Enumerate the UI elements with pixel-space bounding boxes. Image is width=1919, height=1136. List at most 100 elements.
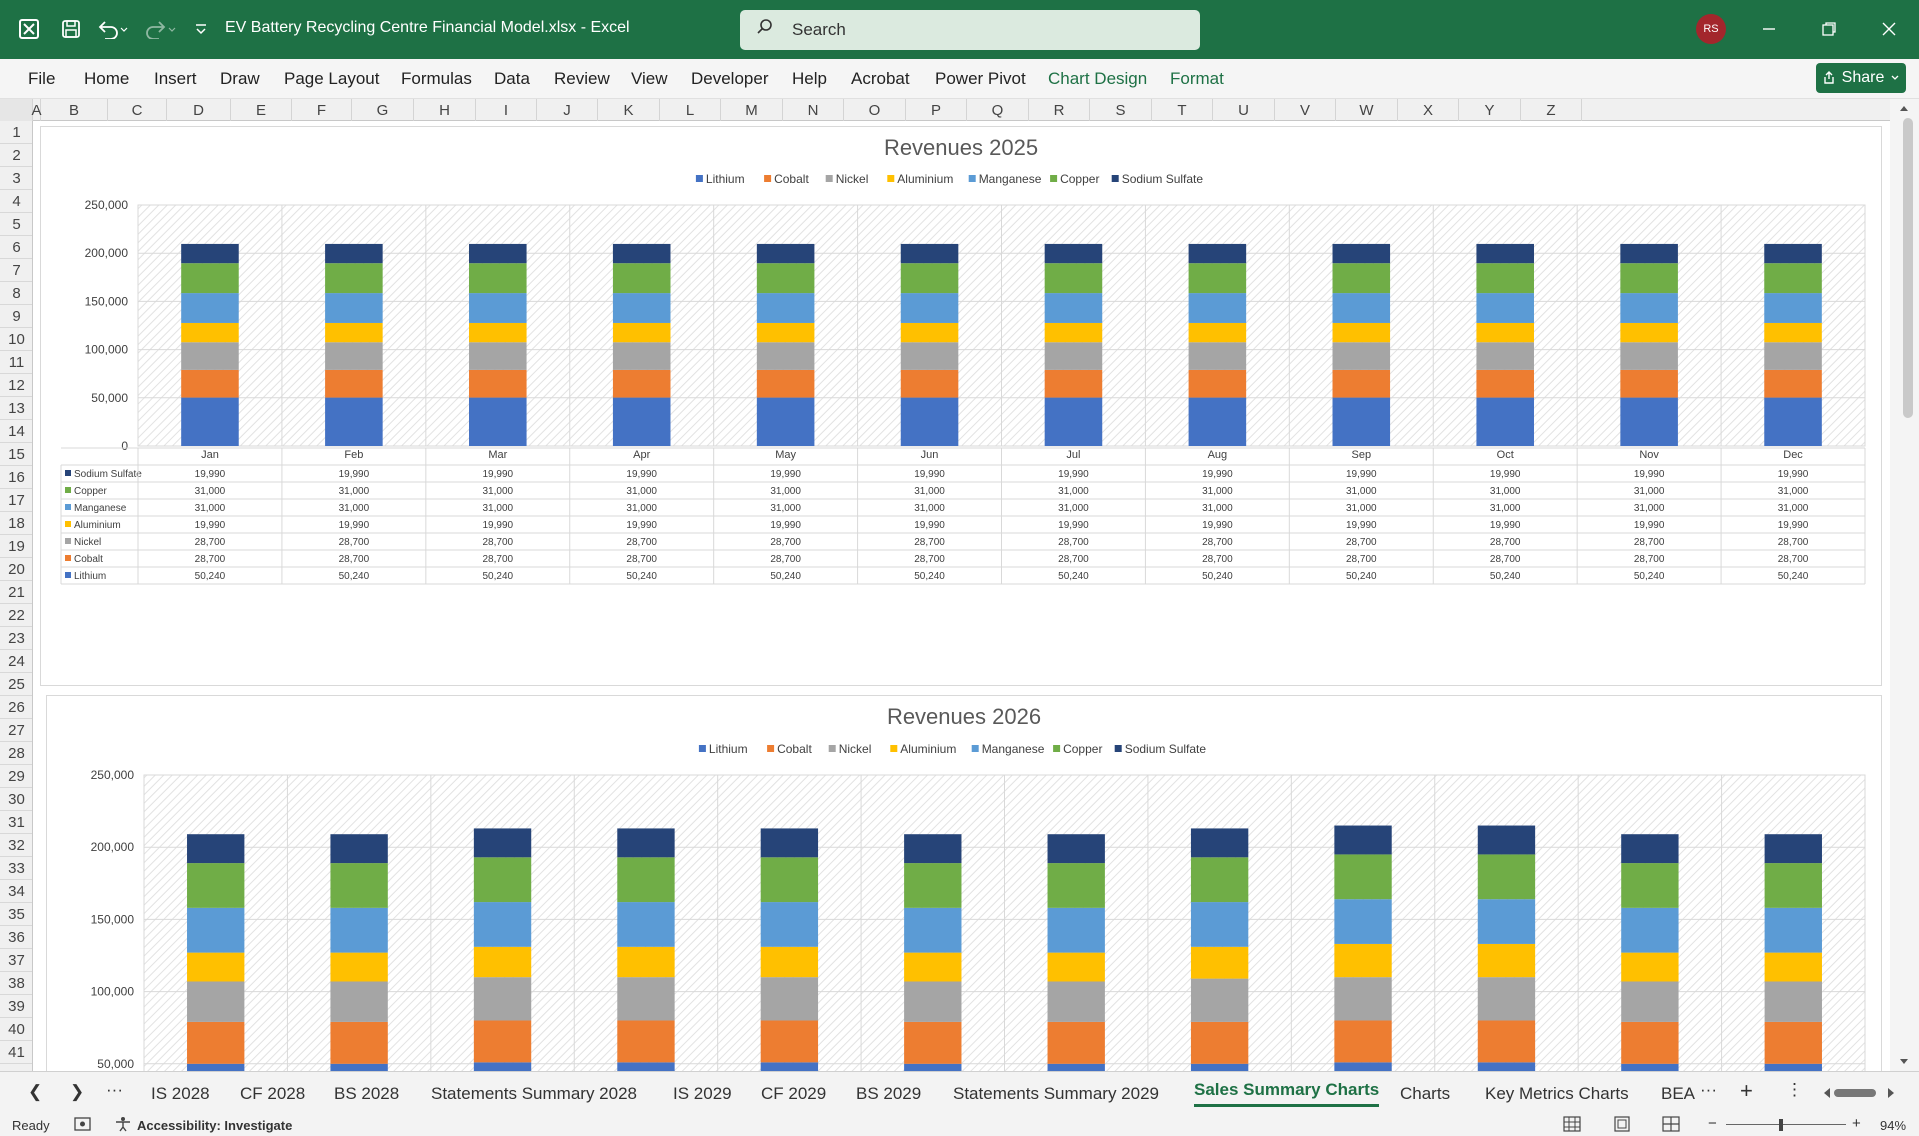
sheet-tab-statements-summary-2029[interactable]: Statements Summary 2029 xyxy=(953,1084,1159,1103)
tab-view[interactable]: View xyxy=(631,69,668,88)
restore-icon[interactable] xyxy=(1814,14,1844,44)
more-tabs-icon[interactable]: ··· xyxy=(106,1080,123,1099)
macro-record-icon[interactable] xyxy=(74,1116,92,1135)
row-header[interactable]: 39 xyxy=(0,995,32,1018)
row-header[interactable]: 33 xyxy=(0,857,32,880)
row-header[interactable]: 11 xyxy=(0,351,32,374)
row-header[interactable]: 31 xyxy=(0,811,32,834)
sheet-options-icon[interactable]: ⋮ xyxy=(1786,1080,1803,1099)
sheet-tab-key-metrics-charts[interactable]: Key Metrics Charts xyxy=(1485,1084,1629,1103)
column-header[interactable]: H xyxy=(414,99,476,121)
tab-power-pivot[interactable]: Power Pivot xyxy=(935,69,1026,88)
horizontal-scrollbar[interactable] xyxy=(1818,1086,1900,1100)
tab-home[interactable]: Home xyxy=(84,69,130,88)
tab-file[interactable]: File xyxy=(28,69,56,88)
column-header[interactable]: C xyxy=(108,99,167,121)
sheet-tab-bs-2028[interactable]: BS 2028 xyxy=(334,1084,400,1103)
row-header[interactable]: 25 xyxy=(0,673,32,696)
column-header[interactable]: S xyxy=(1090,99,1152,121)
tab-acrobat[interactable]: Acrobat xyxy=(851,69,910,88)
row-header[interactable]: 1 xyxy=(0,121,32,144)
row-header[interactable]: 19 xyxy=(0,535,32,558)
add-sheet-icon[interactable]: + xyxy=(1740,1078,1753,1103)
zoom-level[interactable]: 94% xyxy=(1880,1118,1907,1133)
column-header[interactable]: I xyxy=(476,99,537,121)
column-header[interactable]: N xyxy=(783,99,844,121)
row-header[interactable]: 12 xyxy=(0,374,32,397)
tab-developer[interactable]: Developer xyxy=(691,69,769,88)
tab-review[interactable]: Review xyxy=(554,69,610,88)
customize-qat-icon[interactable] xyxy=(186,14,216,44)
column-header[interactable]: O xyxy=(844,99,906,121)
accessibility-status[interactable]: Accessibility: Investigate xyxy=(137,1118,293,1133)
undo-icon[interactable] xyxy=(92,14,132,44)
redo-icon[interactable] xyxy=(140,14,180,44)
row-header[interactable]: 8 xyxy=(0,282,32,305)
row-header[interactable]: 9 xyxy=(0,305,32,328)
sheet-tab-is-2029[interactable]: IS 2029 xyxy=(673,1084,732,1103)
column-header[interactable]: Y xyxy=(1459,99,1521,121)
sheet-tab-cf-2029[interactable]: CF 2029 xyxy=(761,1084,827,1103)
row-header[interactable]: 7 xyxy=(0,259,32,282)
row-header[interactable]: 24 xyxy=(0,650,32,673)
scroll-tabs-right-icon[interactable]: ❯ xyxy=(70,1082,85,1101)
column-header[interactable]: Q xyxy=(967,99,1029,121)
zoom-in-icon[interactable]: + xyxy=(1852,1115,1861,1132)
search-input[interactable]: Search xyxy=(740,10,1200,50)
row-header[interactable]: 20 xyxy=(0,558,32,581)
column-header[interactable]: U xyxy=(1213,99,1275,121)
revenues-2025-chart[interactable]: Revenues 2025 Lithium Cobalt Nickel Aluminiu… xyxy=(40,126,1882,686)
column-header[interactable]: D xyxy=(167,99,231,121)
zoom-slider[interactable] xyxy=(1726,1124,1846,1125)
close-icon[interactable] xyxy=(1874,14,1904,44)
column-header[interactable]: B xyxy=(41,99,108,121)
column-header[interactable]: A xyxy=(32,99,42,121)
column-header[interactable]: P xyxy=(906,99,967,121)
minimize-icon[interactable] xyxy=(1754,14,1784,44)
sheet-tab-statements-summary-2028[interactable]: Statements Summary 2028 xyxy=(431,1084,637,1103)
row-header[interactable]: 35 xyxy=(0,903,32,926)
row-header[interactable]: 15 xyxy=(0,443,32,466)
column-header[interactable]: R xyxy=(1029,99,1090,121)
column-header[interactable]: T xyxy=(1152,99,1213,121)
row-header[interactable]: 38 xyxy=(0,972,32,995)
row-header[interactable]: 34 xyxy=(0,880,32,903)
tab-data[interactable]: Data xyxy=(494,69,530,88)
row-header[interactable]: 4 xyxy=(0,190,32,213)
tab-chart-design[interactable]: Chart Design xyxy=(1048,69,1148,88)
row-header[interactable]: 29 xyxy=(0,765,32,788)
sheet-tab-sales-summary-charts[interactable]: Sales Summary Charts xyxy=(1194,1080,1380,1107)
more-sheets-icon[interactable]: ··· xyxy=(1700,1080,1717,1099)
row-header[interactable]: 17 xyxy=(0,489,32,512)
zoom-out-icon[interactable]: − xyxy=(1708,1115,1717,1132)
row-header[interactable]: 32 xyxy=(0,834,32,857)
row-header[interactable]: 27 xyxy=(0,719,32,742)
row-header[interactable]: 21 xyxy=(0,581,32,604)
normal-view-icon[interactable] xyxy=(1563,1116,1581,1135)
row-header[interactable]: 6 xyxy=(0,236,32,259)
tab-formulas[interactable]: Formulas xyxy=(401,69,472,88)
tab-help[interactable]: Help xyxy=(792,69,827,88)
row-header[interactable]: 40 xyxy=(0,1018,32,1041)
row-header[interactable]: 2 xyxy=(0,144,32,167)
column-header[interactable]: F xyxy=(292,99,352,121)
row-header[interactable]: 22 xyxy=(0,604,32,627)
sheet-tab-bs-2029[interactable]: BS 2029 xyxy=(856,1084,922,1103)
tab-format[interactable]: Format xyxy=(1170,69,1224,88)
accessibility-icon[interactable] xyxy=(114,1116,132,1135)
column-header[interactable]: K xyxy=(598,99,660,121)
select-all-corner[interactable] xyxy=(0,99,33,121)
row-header[interactable]: 16 xyxy=(0,466,32,489)
scroll-down-icon[interactable] xyxy=(1890,1055,1919,1069)
column-header[interactable]: L xyxy=(660,99,721,121)
row-header[interactable]: 14 xyxy=(0,420,32,443)
share-button[interactable]: Share xyxy=(1816,63,1906,93)
row-header[interactable]: 13 xyxy=(0,397,32,420)
column-header[interactable]: G xyxy=(352,99,414,121)
revenues-2026-chart[interactable]: Revenues 2026 Lithium Cobalt Nickel Aluminiu… xyxy=(46,695,1882,1071)
column-header[interactable]: M xyxy=(721,99,783,121)
tab-page-layout[interactable]: Page Layout xyxy=(284,69,380,88)
column-header[interactable]: J xyxy=(537,99,598,121)
avatar[interactable]: RS xyxy=(1696,14,1726,44)
row-header[interactable]: 41 xyxy=(0,1041,32,1064)
